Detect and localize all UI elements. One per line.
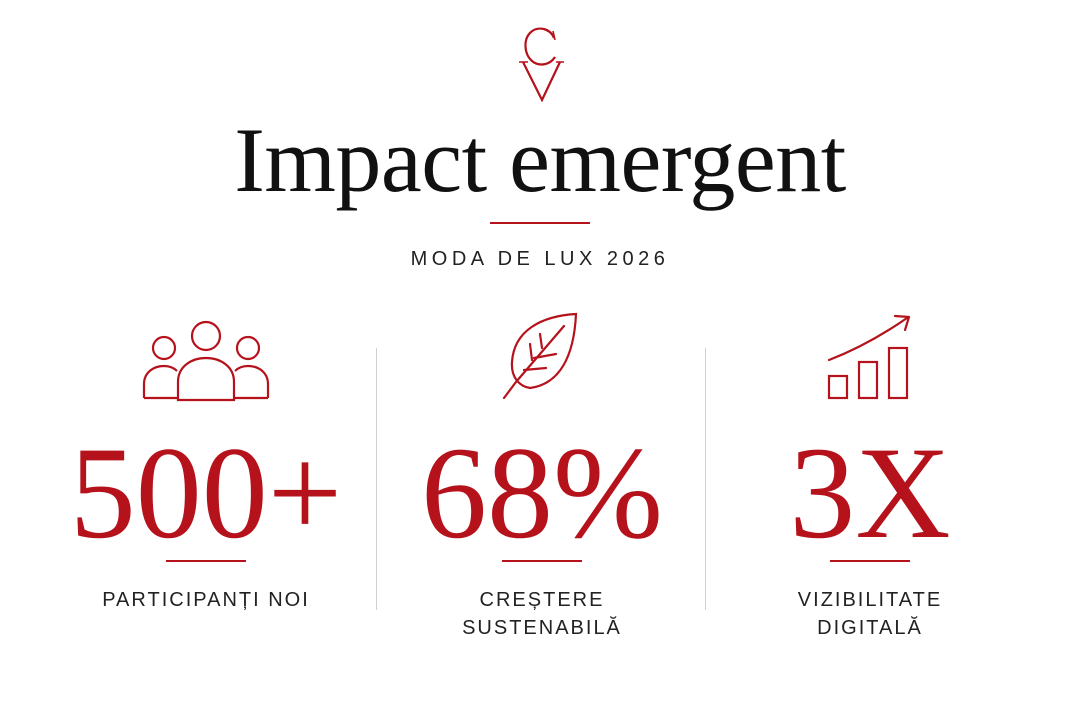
stat-label: PARTICIPANȚI NOI	[36, 586, 376, 614]
stat-digital-visibility: 3X VIZIBILITATE DIGITALĂ	[700, 300, 1040, 660]
stat-underline	[502, 560, 582, 562]
page-subtitle: MODA DE LUX 2026	[410, 248, 670, 270]
people-group-icon	[142, 320, 270, 402]
stat-value: 500+	[69, 419, 343, 566]
stat-underline	[830, 560, 910, 562]
leaf-icon	[502, 312, 578, 400]
growth-chart-icon	[827, 314, 911, 400]
title-underline	[490, 222, 590, 224]
stat-label-line: CREȘTERE	[479, 589, 605, 611]
stat-sustainable-growth: 68% CREȘTERE SUSTENABILĂ	[372, 300, 712, 660]
stat-label: VIZIBILITATE DIGITALĂ	[700, 586, 1040, 642]
column-divider	[705, 348, 706, 610]
stat-value: 68%	[421, 419, 663, 566]
stat-value: 3X	[789, 419, 951, 566]
stat-new-participants: 500+ PARTICIPANȚI NOI	[36, 300, 376, 660]
stat-label-line: PARTICIPANȚI NOI	[102, 589, 310, 611]
stat-label-line: VIZIBILITATE	[797, 589, 943, 611]
column-divider	[376, 348, 377, 610]
stat-label-line: SUSTENABILĂ	[462, 617, 622, 639]
stat-underline	[166, 560, 246, 562]
page-title: Impact emergent	[234, 109, 846, 211]
stat-label-line: DIGITALĂ	[817, 617, 923, 639]
cv-monogram-logo	[519, 27, 564, 102]
stat-label: CREȘTERE SUSTENABILĂ	[372, 586, 712, 642]
